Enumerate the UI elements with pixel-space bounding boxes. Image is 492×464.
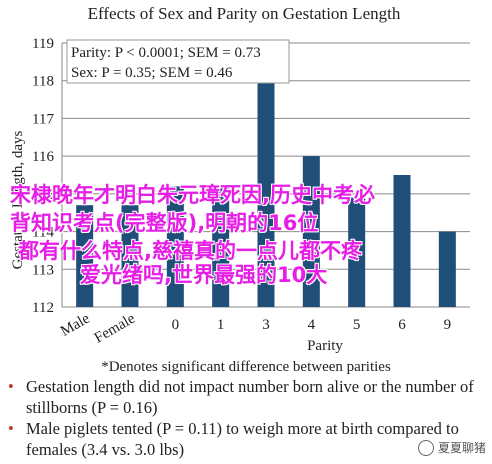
bar — [212, 186, 230, 307]
y-tick-label: 112 — [32, 300, 54, 316]
x-tick-label: 5 — [353, 317, 361, 333]
bullet-text: Male piglets tented (P = 0.11) to weigh … — [26, 419, 459, 459]
y-tick-label: 113 — [32, 262, 54, 278]
x-tick-label: 4 — [308, 317, 316, 333]
x-tick-label: 3 — [262, 317, 270, 333]
bullet-item: • Male piglets tented (P = 0.11) to weig… — [8, 418, 488, 460]
stats-line: Parity: P < 0.0001; SEM = 0.73 — [71, 45, 261, 61]
x-axis-label: Parity — [307, 338, 343, 354]
watermark: 夏夏聊猪 — [417, 439, 486, 456]
stats-line: Sex: P = 0.35; SEM = 0.46 — [71, 65, 233, 81]
y-tick-label: 115 — [32, 187, 54, 203]
bullet-text: Gestation length did not impact number b… — [26, 377, 474, 417]
bullet-dot: • — [8, 419, 14, 438]
x-tick-label: 9 — [444, 317, 452, 333]
bar — [438, 231, 456, 307]
y-tick-label: 116 — [32, 149, 54, 165]
x-tick-label: Female — [92, 310, 139, 346]
bar — [121, 205, 139, 307]
stats-box: Parity: P < 0.0001; SEM = 0.73 Sex: P = 0… — [66, 39, 290, 84]
bar — [76, 205, 94, 307]
bar — [166, 186, 184, 307]
overlay-text-2: 背知识考点(完整版),明朝的16位 — [10, 211, 319, 235]
y-tick-label: 117 — [32, 111, 54, 127]
y-tick-labels: 112 113 114 115 116 117 118 119 — [32, 36, 54, 316]
overlay-text-3: 都有什么特点,慈禧真的一点儿都不疼 — [18, 239, 362, 263]
y-tick-label: 118 — [32, 74, 54, 90]
y-tick-label: 114 — [32, 225, 54, 241]
x-tick-label: 6 — [398, 317, 406, 333]
bars — [76, 80, 456, 307]
chart-footnote: *Denotes significant difference between … — [101, 359, 391, 375]
stats-box-frame — [66, 39, 290, 84]
bullet-dot: • — [8, 377, 14, 396]
x-tick-labels: Male Female 0 1 3 4 5 6 9 — [58, 310, 451, 346]
x-tick-label: 1 — [217, 317, 225, 333]
y-axis-label: Gestation Length, days — [10, 130, 26, 269]
y-tick-label: 119 — [32, 36, 54, 52]
bar — [302, 156, 320, 307]
chart-title: Effects of Sex and Parity on Gestation L… — [88, 4, 401, 23]
overlay-text-4: 爱光绪吗,世界最强的10大 — [80, 263, 328, 287]
x-tick-label: 0 — [172, 317, 180, 333]
bar — [257, 80, 275, 307]
x-tick-label: Male — [58, 310, 93, 339]
overlay-text-1: 宋棣晚年才明白朱元璋死因,历史中考必 — [10, 183, 375, 207]
wechat-channel-icon — [417, 439, 434, 456]
bullet-item: • Gestation length did not impact number… — [8, 376, 488, 418]
chart: Effects of Sex and Parity on Gestation L… — [10, 4, 470, 375]
bar — [348, 197, 366, 307]
bullet-list: • Gestation length did not impact number… — [8, 376, 488, 460]
bar — [393, 175, 411, 307]
watermark-text: 夏夏聊猪 — [437, 441, 486, 455]
